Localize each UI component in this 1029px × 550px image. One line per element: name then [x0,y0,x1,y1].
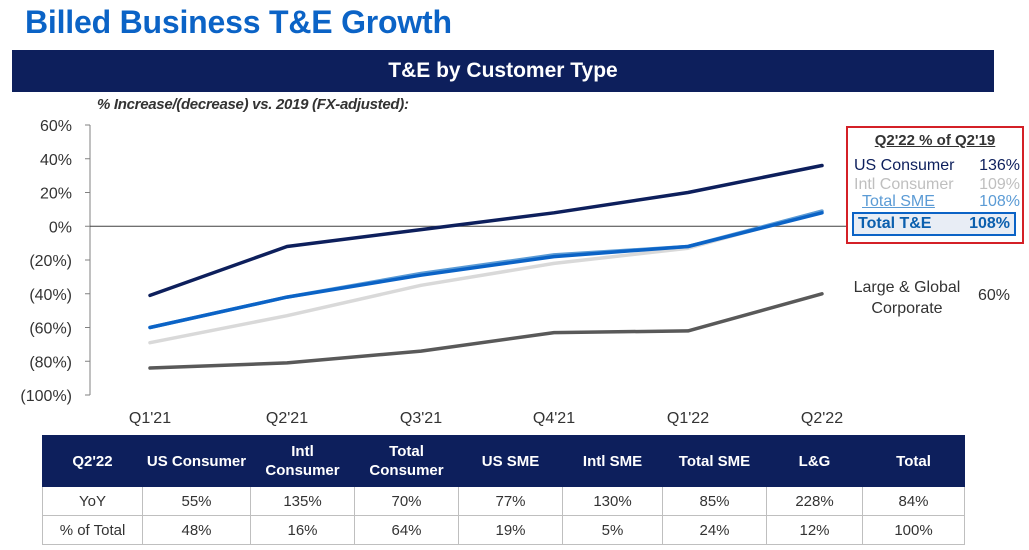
table-cell: 48% [142,515,251,545]
table-cell: 12% [766,515,863,545]
section-title: T&E by Customer Type [388,59,618,82]
legend-item-intl-consumer: Intl Consumer 109% [854,176,1020,194]
table-cell: 55% [142,486,251,516]
series-line-total-sme [148,209,824,330]
table-cell: 5% [562,515,663,545]
y-tick-label: (20%) [29,253,72,270]
y-tick-label: 20% [40,186,72,203]
x-tick-label: Q3'21 [400,410,442,427]
table-cell: 77% [458,486,563,516]
legend-box: Q2'22 % of Q2'19 US Consumer 136% Intl C… [846,126,1024,244]
page-title: Billed Business T&E Growth [25,4,452,40]
series-line-total-t-e [148,211,824,330]
table-header-cell: Intl SME [562,435,663,487]
y-tick-label: 60% [40,118,72,135]
y-tick-label: (40%) [29,287,72,304]
legend-label: Total T&E [858,215,932,232]
table-header-row: Q2'22 US Consumer Intl Consumer Total Co… [42,435,965,487]
table-cell: 100% [862,515,965,545]
table-cell: 19% [458,515,563,545]
lg-corporate-label: Large & Global Corporate [853,279,961,317]
series-line-us-consumer [148,163,824,298]
legend-item-total-sme: Total SME 108% [854,193,1020,211]
legend-value: 108% [969,215,1010,232]
x-tick-label: Q4'21 [533,410,575,427]
table-header-cell: Q2'22 [42,435,143,487]
table-cell: 64% [354,515,459,545]
table-cell: 228% [766,486,863,516]
chart-subtitle: % Increase/(decrease) vs. 2019 (FX-adjus… [97,96,409,113]
legend-title: Q2'22 % of Q2'19 [874,132,996,149]
table-cell: YoY [42,486,143,516]
y-tick-label: (80%) [29,354,72,371]
table-cell: 135% [250,486,355,516]
table-header-cell: Total [862,435,965,487]
series-line-large-global-corporate [148,292,824,370]
table-cell: 85% [662,486,767,516]
table-cell: % of Total [42,515,143,545]
table-cell: 24% [662,515,767,545]
legend-label: Intl Consumer [854,176,954,193]
legend-item-us-consumer: US Consumer 136% [854,157,1020,175]
table-header-cell: Total Consumer [354,435,459,487]
section-header: T&E by Customer Type [12,50,994,92]
legend-value: 136% [979,157,1020,174]
y-tick-label: (100%) [20,388,72,405]
table-row: % of Total 48% 16% 64% 19% 5% 24% 12% 10… [42,515,965,545]
table-cell: 16% [250,515,355,545]
legend-value: 109% [979,176,1020,193]
legend-item-total-te: Total T&E 108% [852,212,1016,236]
lg-corporate-value: 60% [978,287,1011,304]
table-header-cell: Total SME [662,435,767,487]
table-header-cell: L&G [766,435,863,487]
table-row: YoY 55% 135% 70% 77% 130% 85% 228% 84% [42,486,965,516]
table-header-cell: Intl Consumer [250,435,355,487]
table-header-cell: US SME [458,435,563,487]
table-header-cell: US Consumer [142,435,251,487]
table-cell: 84% [862,486,965,516]
summary-table: Q2'22 US Consumer Intl Consumer Total Co… [42,435,965,545]
legend-label: Total SME [862,193,935,210]
x-tick-label: Q2'21 [266,410,308,427]
y-tick-label: 0% [49,219,72,236]
x-tick-label: Q1'21 [129,410,171,427]
table-cell: 130% [562,486,663,516]
x-tick-label: Q2'22 [801,410,843,427]
table-cell: 70% [354,486,459,516]
legend-value: 108% [979,193,1020,210]
legend-label: US Consumer [854,157,955,174]
x-tick-label: Q1'22 [667,410,709,427]
y-tick-label: 40% [40,152,72,169]
y-tick-label: (60%) [29,321,72,338]
